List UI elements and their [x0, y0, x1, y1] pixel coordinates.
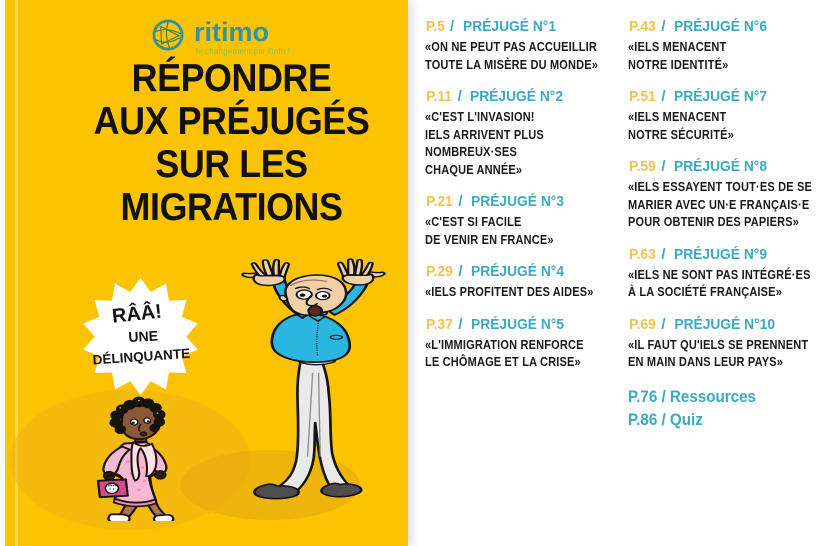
- svg-text:UNE: UNE: [128, 328, 159, 346]
